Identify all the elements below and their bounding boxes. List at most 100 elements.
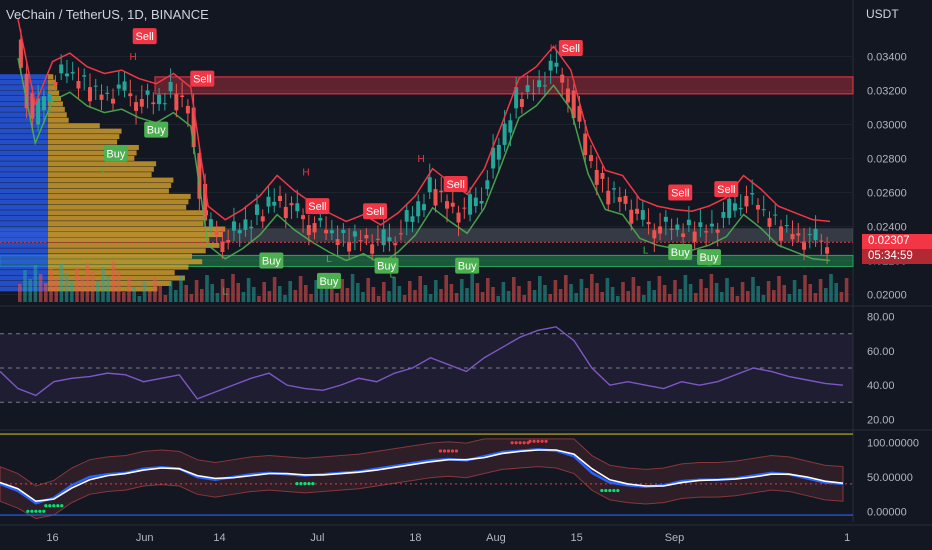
volume-bar [262, 282, 266, 302]
osc-cross-dot [532, 439, 536, 443]
osc-cross-dot [510, 441, 514, 445]
signal-label-box [316, 272, 341, 289]
vp-bar-value [48, 85, 58, 91]
candle-body [750, 193, 755, 195]
candle-body [324, 229, 329, 234]
candle-body [364, 235, 369, 239]
candle-body [295, 203, 300, 212]
volume-bar [584, 288, 589, 302]
candle-body [612, 188, 617, 190]
candle-body [600, 172, 605, 179]
osc-main-line [0, 449, 844, 503]
candle-body [381, 229, 386, 246]
volume-bar [371, 287, 376, 302]
candle-body [64, 73, 69, 77]
signal-label-box [668, 244, 693, 260]
vp-bar-value [48, 193, 191, 199]
high-marker: H [302, 168, 309, 179]
buy-signal: Buy [374, 257, 399, 274]
signal-label-text: Buy [700, 252, 719, 264]
volume-bar [418, 276, 422, 302]
signal-label-text: Sell [366, 206, 384, 218]
volume-bar [215, 293, 220, 302]
volume-bar [569, 284, 573, 302]
vp-bar-value [0, 193, 48, 199]
candle-body [134, 102, 139, 111]
volume-bar [772, 290, 776, 302]
volume-bar [356, 283, 360, 302]
volume-bar [621, 282, 625, 302]
osc-cross-dot [540, 439, 544, 443]
signal-label-text: Buy [458, 261, 477, 273]
candle-body [375, 238, 380, 240]
volume-bar [662, 285, 667, 302]
sell-signal: Sell [668, 184, 693, 201]
volume-bar [605, 278, 610, 302]
candle-body [709, 223, 714, 227]
candle-body [807, 234, 812, 236]
volume-bar [49, 269, 53, 302]
x-tick-label: 14 [213, 532, 225, 544]
candle-body [30, 93, 35, 119]
volume-bar [428, 294, 433, 302]
volume-bar [512, 277, 516, 302]
volume-bar [210, 284, 214, 302]
osc-cross-dot [48, 504, 52, 508]
candle-body [790, 234, 795, 240]
volume-bar [454, 293, 459, 302]
candle-body [347, 241, 352, 252]
candle-body [231, 221, 236, 231]
buy-signal: Buy [316, 272, 341, 289]
volume-bar [543, 285, 547, 302]
vp-bar-value [48, 79, 56, 85]
candle-body [565, 88, 570, 103]
candle-body [819, 240, 824, 242]
vp-bar-value [0, 226, 48, 232]
signal-label-text: Sell [562, 43, 580, 55]
volume-bar [137, 296, 142, 302]
signal-label-box [190, 70, 215, 87]
osc-cross-dot [60, 504, 64, 508]
candle-body [105, 92, 110, 94]
candle-body [306, 225, 311, 235]
candle-body [542, 85, 547, 87]
vp-bar-value [0, 199, 48, 205]
vp-bar-value [0, 155, 48, 161]
osc-cross-dot [299, 482, 303, 486]
low-marker: L [643, 246, 649, 257]
vp-bar-value [0, 106, 48, 112]
volume-bar [106, 276, 110, 302]
volume-bar [746, 291, 750, 302]
volume-bar [829, 274, 833, 302]
candle-body [18, 39, 23, 68]
candle-body [548, 60, 553, 71]
x-tick-label: 16 [46, 532, 58, 544]
volume-bar [699, 279, 703, 302]
vp-bar-value [48, 204, 187, 210]
osc-cross-dot [44, 504, 48, 508]
vp-bar-value [0, 112, 48, 118]
candle-body [537, 80, 542, 88]
candle-body [732, 203, 737, 211]
volume-bar [709, 274, 714, 302]
volume-bar [501, 282, 506, 302]
osc-cross-dot [600, 488, 604, 493]
volume-bar [33, 265, 38, 302]
vp-bar-value [0, 221, 48, 227]
candle-body [151, 102, 156, 105]
volume-bar [647, 281, 651, 302]
sell-signal: Sell [558, 40, 583, 56]
volume-bar [293, 290, 298, 302]
vp-bar-value [48, 232, 223, 237]
volume-bar [564, 275, 568, 302]
candle-body [433, 189, 438, 206]
volume-bar [153, 277, 157, 302]
low-marker: L [223, 287, 229, 298]
osc-cross-dot [38, 509, 42, 513]
volume-bar [38, 274, 43, 302]
osc-cross-dot [56, 504, 60, 508]
volume-bar [267, 291, 272, 302]
buy-signal: Buy [668, 244, 693, 260]
vp-bar-value [48, 128, 122, 134]
